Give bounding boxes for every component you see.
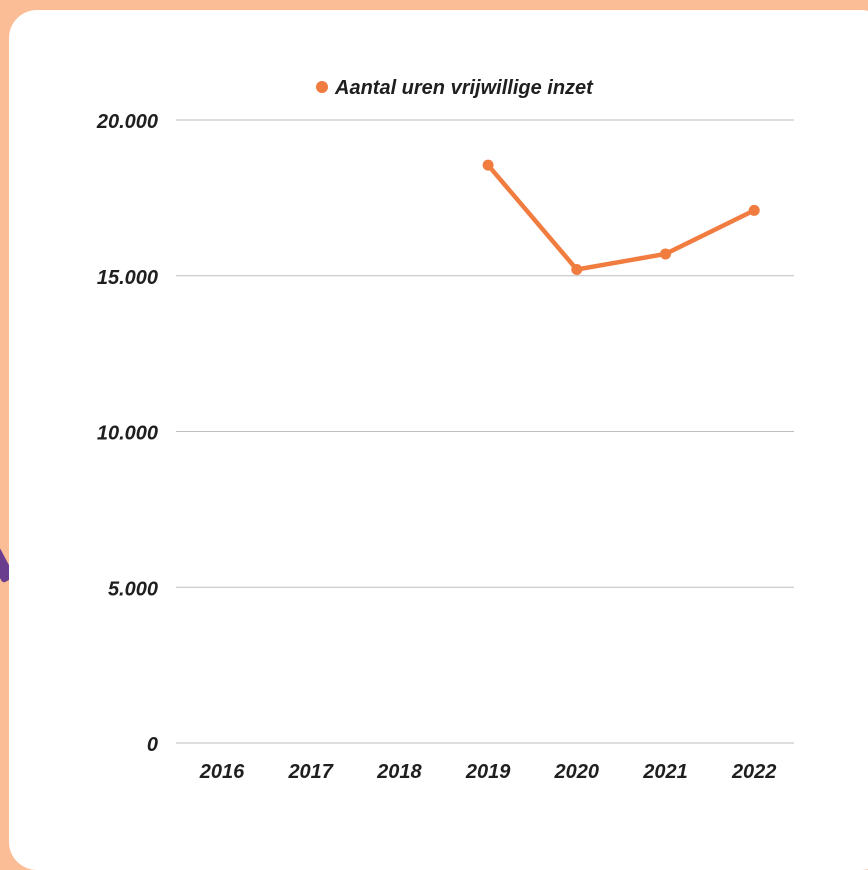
chart-card <box>9 10 868 870</box>
x-tick-label: 2018 <box>376 761 422 783</box>
y-axis-tick-labels: 0 5.000 10.000 15.000 20.000 <box>96 111 158 756</box>
y-tick-label: 0 <box>147 734 158 756</box>
data-point <box>748 204 760 216</box>
data-point <box>571 264 583 276</box>
x-axis-tick-labels: 2016 2017 2018 2019 2020 2021 2022 <box>199 761 777 783</box>
gridlines <box>176 119 794 744</box>
data-point <box>660 248 671 260</box>
x-tick-label: 2022 <box>731 761 777 783</box>
legend-label: Aantal uren vrijwillige inzet <box>334 77 594 99</box>
x-tick-label: 2019 <box>465 761 511 783</box>
x-tick-label: 2020 <box>554 761 600 783</box>
x-tick-label: 2021 <box>642 761 688 783</box>
y-tick-label: 5.000 <box>108 578 158 600</box>
y-tick-label: 20.000 <box>96 111 158 133</box>
series-line <box>482 159 760 276</box>
x-tick-label: 2016 <box>199 761 245 783</box>
series-line-path <box>485 162 757 272</box>
x-tick-label: 2017 <box>287 761 333 783</box>
legend: Aantal uren vrijwillige inzet <box>316 77 594 99</box>
legend-marker <box>316 81 328 93</box>
y-tick-label: 10.000 <box>97 423 158 445</box>
data-point <box>482 159 494 171</box>
y-tick-label: 15.000 <box>97 267 158 289</box>
